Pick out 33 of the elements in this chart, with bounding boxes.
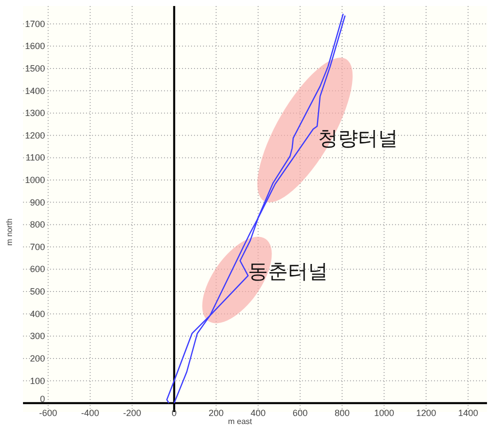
- x-tick-label: 600: [292, 408, 308, 418]
- x-tick-label: 0: [172, 408, 177, 418]
- x-tick-label: 200: [208, 408, 224, 418]
- annotation: 청량터널: [318, 126, 398, 150]
- y-tick-label: 600: [30, 264, 45, 274]
- y-tick-label: 100: [30, 376, 45, 386]
- y-tick-label: 400: [30, 308, 45, 319]
- y-axis-title: m north: [5, 218, 14, 246]
- x-tick-label: -200: [123, 408, 142, 418]
- y-tick-label: 1000: [24, 175, 45, 185]
- y-tick-label: 500: [30, 286, 45, 297]
- y-tick-label: 0: [40, 394, 45, 404]
- x-tick-label: -600: [39, 408, 58, 418]
- x-tick-label: -400: [81, 408, 100, 418]
- x-tick-label: 400: [250, 408, 266, 418]
- y-tick-label: 1100: [26, 152, 45, 163]
- y-tick-label: 300: [30, 331, 45, 342]
- y-tick-label: 200: [30, 353, 45, 364]
- y-tick-label: 1600: [24, 41, 45, 52]
- x-tick-label: 1200: [416, 408, 436, 418]
- x-tick-label: 1400: [458, 408, 478, 418]
- y-tick-label: 800: [30, 220, 45, 230]
- x-tick-label: 800: [334, 408, 350, 418]
- y-tick-label: 1300: [24, 108, 45, 118]
- annotation: 동춘터널: [248, 259, 328, 283]
- y-tick-label: 700: [30, 242, 45, 252]
- y-tick-label: 900: [30, 197, 45, 208]
- y-tick-label: 1700: [24, 18, 45, 29]
- y-tick-label: 1500: [24, 63, 45, 74]
- x-tick-label: 1000: [374, 408, 394, 418]
- y-tick-label: 1200: [24, 130, 45, 140]
- y-tick-label: 1400: [24, 86, 45, 96]
- x-axis-title: m east: [228, 417, 253, 426]
